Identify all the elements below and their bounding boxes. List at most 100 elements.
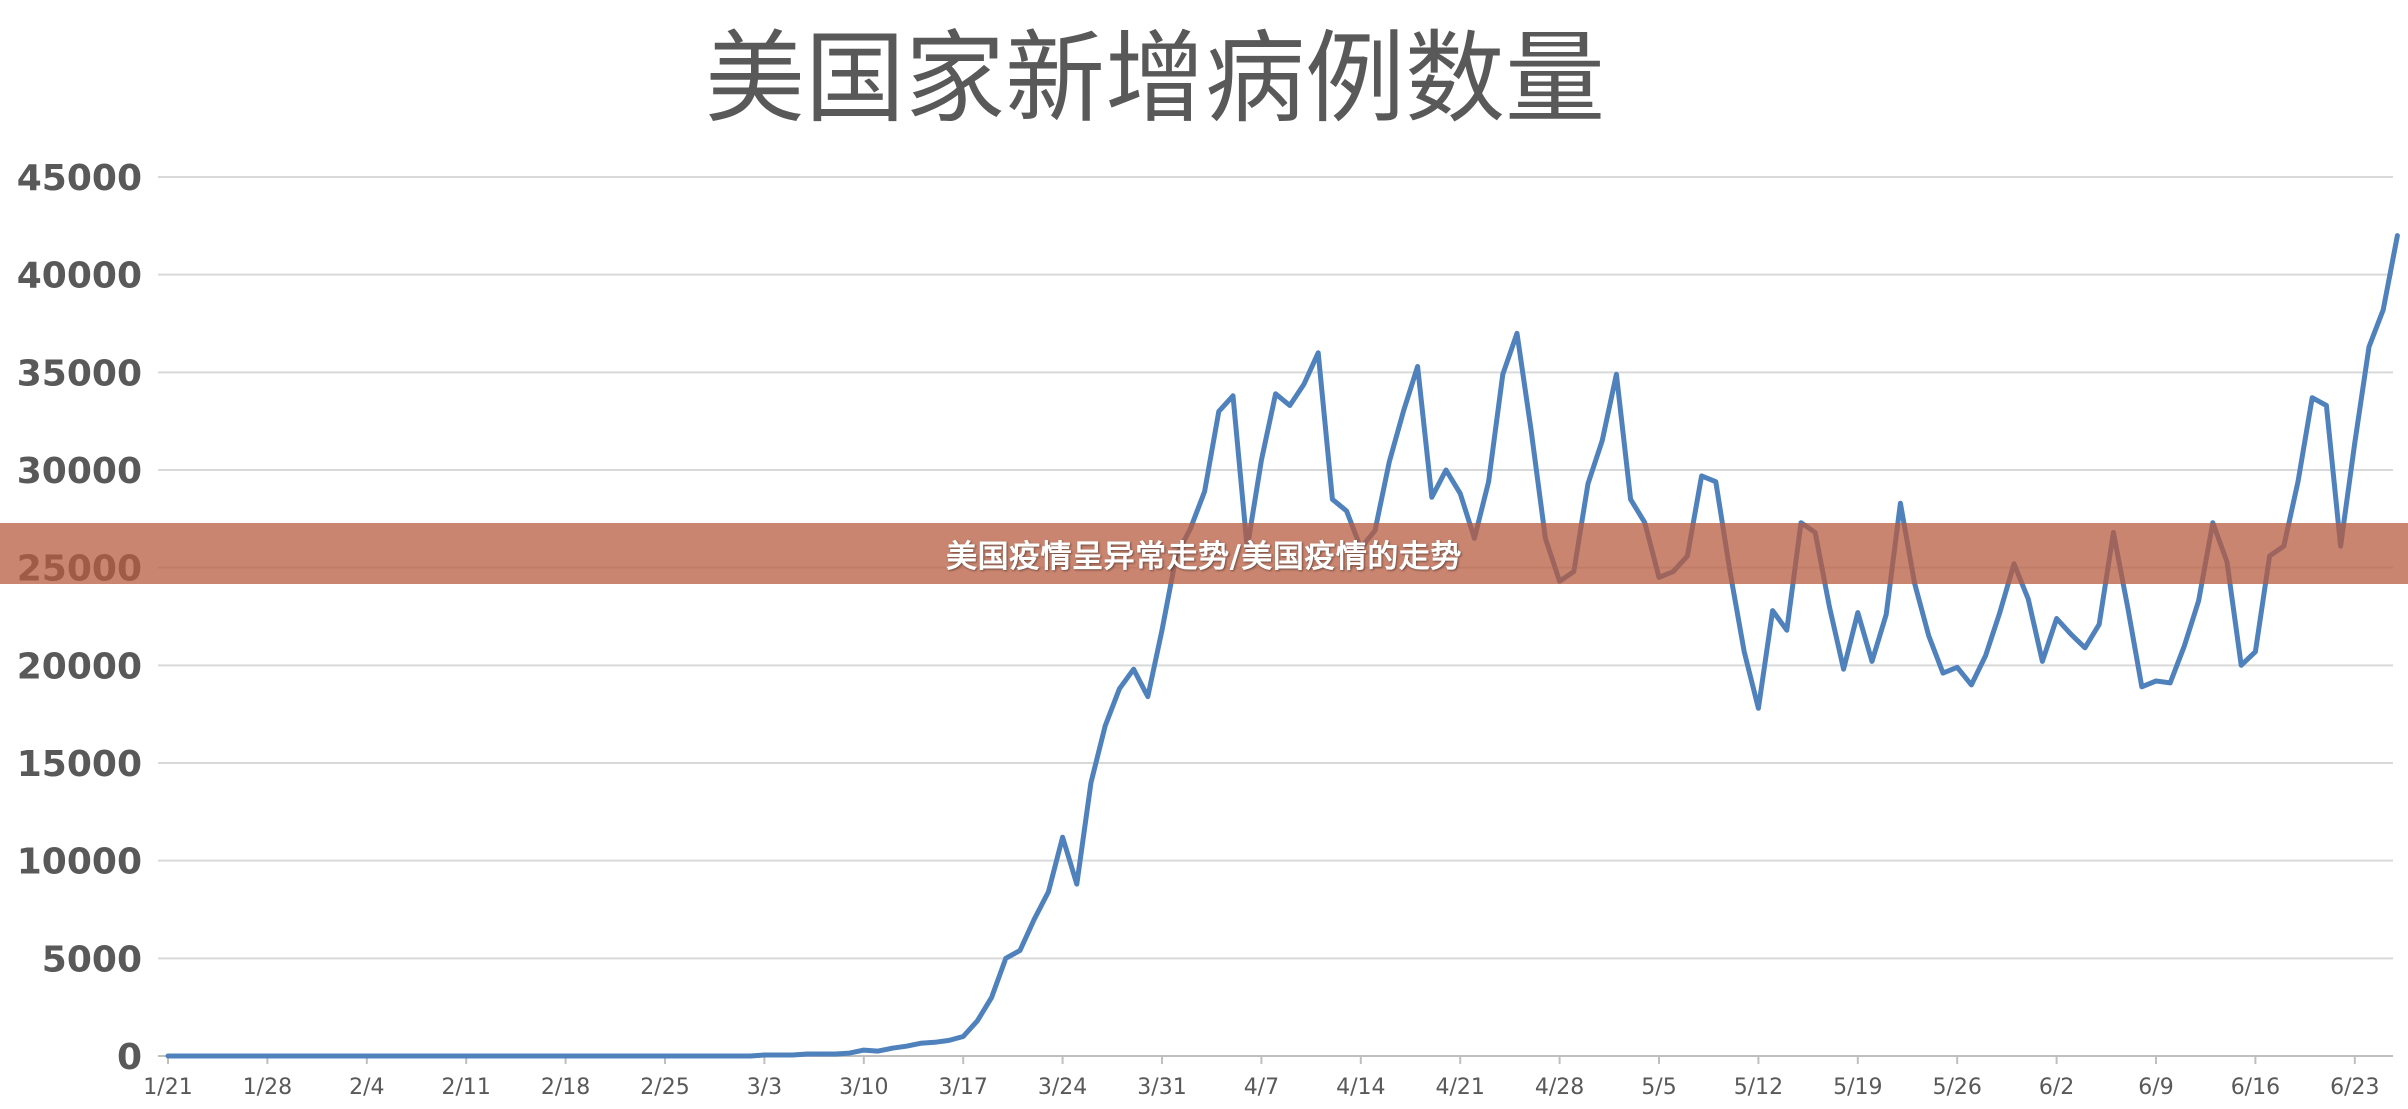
data-point xyxy=(379,1054,383,1058)
chart-title: 美国家新增病例数量 xyxy=(705,20,1605,137)
data-point xyxy=(2381,308,2385,312)
data-point xyxy=(734,1054,738,1058)
data-point xyxy=(237,1054,241,1058)
data-point xyxy=(1061,835,1065,839)
series-line xyxy=(165,233,2400,1059)
caption-banner: 美国疫情呈异常走势/美国疫情的走势 xyxy=(0,523,2408,584)
y-tick-label: 15000 xyxy=(17,744,142,785)
data-point xyxy=(1004,956,1008,960)
data-point xyxy=(876,1049,880,1053)
data-point xyxy=(1075,882,1079,886)
data-point xyxy=(2353,441,2357,445)
data-point xyxy=(1458,491,1462,495)
data-point xyxy=(365,1054,369,1058)
y-tick-label: 0 xyxy=(117,1037,142,1078)
data-point xyxy=(762,1053,766,1057)
x-tick-label: 3/17 xyxy=(938,1075,987,1100)
data-point xyxy=(2197,599,2201,603)
data-point xyxy=(1998,611,2002,615)
data-point xyxy=(1430,495,1434,499)
x-tick-label: 2/18 xyxy=(541,1075,590,1100)
x-tick-label: 3/24 xyxy=(1038,1075,1087,1100)
data-point xyxy=(663,1054,667,1058)
data-point xyxy=(1444,468,1448,472)
data-point xyxy=(2154,679,2158,683)
x-tick-label: 1/21 xyxy=(143,1075,192,1100)
data-point xyxy=(706,1054,710,1058)
y-tick-label: 10000 xyxy=(17,842,142,883)
data-point xyxy=(904,1044,908,1048)
data-point xyxy=(2395,234,2399,238)
data-point xyxy=(422,1054,426,1058)
data-point xyxy=(1714,480,1718,484)
x-tick-label: 3/10 xyxy=(839,1075,888,1100)
data-point xyxy=(1771,609,1775,613)
data-point xyxy=(2182,644,2186,648)
data-point xyxy=(691,1054,695,1058)
x-tick-label: 4/28 xyxy=(1535,1075,1584,1100)
data-point xyxy=(649,1054,653,1058)
y-tick-label: 20000 xyxy=(17,646,142,687)
data-point xyxy=(1870,659,1874,663)
data-point xyxy=(209,1054,213,1058)
data-point xyxy=(280,1054,284,1058)
x-tick-label: 3/3 xyxy=(747,1075,782,1100)
data-point xyxy=(635,1054,639,1058)
data-point xyxy=(265,1054,269,1058)
data-point xyxy=(2069,632,2073,636)
data-point xyxy=(1586,482,1590,486)
data-point xyxy=(194,1054,198,1058)
data-point xyxy=(351,1054,355,1058)
data-point xyxy=(2253,650,2257,654)
data-point xyxy=(933,1040,937,1044)
data-point xyxy=(322,1054,326,1058)
data-point xyxy=(1330,497,1334,501)
data-point xyxy=(223,1054,227,1058)
data-point xyxy=(336,1054,340,1058)
data-point xyxy=(890,1046,894,1050)
data-point xyxy=(805,1052,809,1056)
data-point xyxy=(294,1054,298,1058)
data-point xyxy=(819,1052,823,1056)
data-point xyxy=(1515,331,1519,335)
data-point xyxy=(1955,665,1959,669)
data-point xyxy=(777,1053,781,1057)
data-point xyxy=(1259,458,1263,462)
data-point xyxy=(1203,490,1207,493)
x-tick-label: 6/2 xyxy=(2039,1075,2074,1100)
data-point xyxy=(1856,611,1860,615)
data-point xyxy=(947,1038,951,1042)
data-point xyxy=(919,1041,923,1045)
data-point xyxy=(1827,605,1831,609)
x-tick-label: 2/25 xyxy=(640,1075,689,1100)
data-point xyxy=(478,1054,482,1058)
data-point xyxy=(1941,671,1945,675)
x-tick-label: 4/14 xyxy=(1336,1075,1385,1100)
data-point xyxy=(1117,687,1121,691)
data-point xyxy=(1160,628,1164,632)
y-tick-label: 5000 xyxy=(42,939,142,980)
data-point xyxy=(2324,404,2328,407)
data-point xyxy=(1103,724,1107,728)
data-point xyxy=(166,1054,170,1058)
x-tick-label: 5/12 xyxy=(1734,1075,1783,1100)
y-tick-label: 30000 xyxy=(17,451,142,492)
data-point xyxy=(578,1054,582,1058)
x-tick-label: 6/23 xyxy=(2330,1075,2379,1100)
data-point xyxy=(1274,392,1278,396)
y-tick-label: 40000 xyxy=(17,256,142,297)
data-point xyxy=(1898,501,1902,505)
data-point xyxy=(521,1054,525,1058)
data-point xyxy=(1132,667,1136,671)
data-point xyxy=(1969,683,1973,687)
data-point xyxy=(1927,634,1931,638)
x-tick-label: 5/19 xyxy=(1833,1075,1882,1100)
data-point xyxy=(720,1054,724,1058)
data-point xyxy=(2239,663,2243,667)
data-point xyxy=(1984,654,1988,658)
data-point xyxy=(1089,781,1093,784)
data-point xyxy=(848,1051,852,1055)
data-point xyxy=(1842,667,1846,671)
data-point xyxy=(833,1052,837,1056)
